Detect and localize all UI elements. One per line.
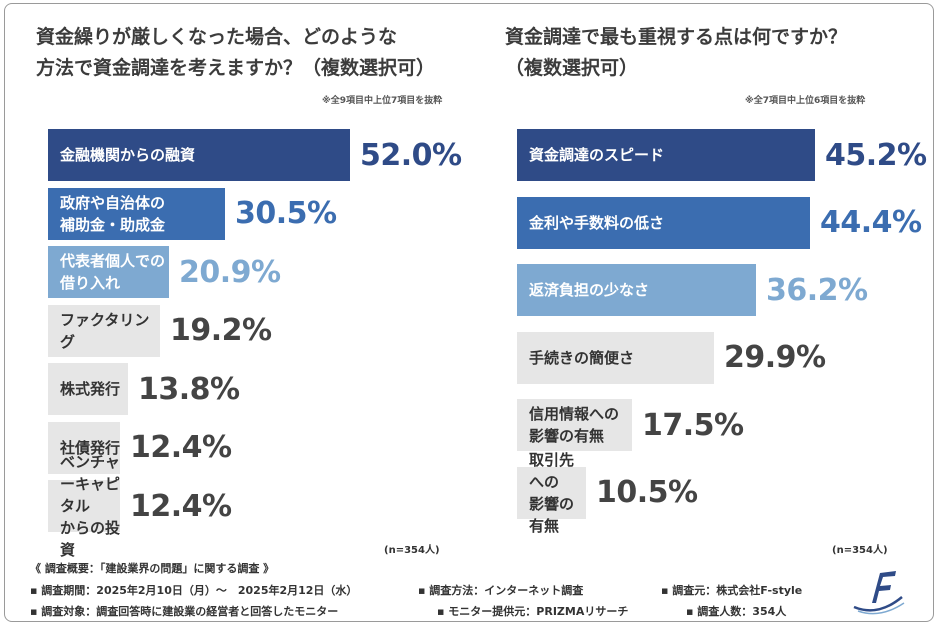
bar: 資金調達のスピード (517, 129, 815, 181)
bar: 社債発行 (48, 421, 121, 474)
bar-category-label: 信用情報への 影響の有無 (529, 405, 620, 445)
bar: 金融機関からの融資 (48, 129, 350, 181)
survey-period: ▪ 調査期間：2025年2月10日（月）〜 2025年2月12日（水） (30, 584, 358, 597)
bar-row: 社債発行 12.4% (48, 421, 490, 474)
bar-value-label: 12.4% (130, 488, 232, 524)
bar-row: ファクタリング 19.2% (48, 304, 490, 357)
bar-row: 資金調達のスピード 45.2% (517, 129, 940, 181)
bar-value-label: 45.2% (825, 137, 927, 173)
right-sample-size: (n=354人) (832, 545, 888, 556)
bar-value-label: 12.4% (130, 430, 232, 465)
f-style-logo-icon (853, 571, 905, 615)
bar-row: ベンチャーキャピタル からの投資 12.4% (48, 453, 490, 559)
left-sample-size: (n=354人) (384, 545, 440, 556)
left-chart-note: ※全9項目中上位7項目を抜粋 (322, 96, 443, 106)
bar-value-label: 52.0% (360, 137, 462, 173)
survey-target: ▪ 調査対象：調査回答時に建設業の経営者と回答したモニター (30, 605, 339, 618)
bar-category-label: ベンチャーキャピタル からの投資 (60, 453, 121, 559)
bar: 取引先への 影響の有無 (517, 451, 586, 535)
bar-value-label: 20.9% (179, 254, 281, 290)
bar-value-label: 29.9% (724, 340, 826, 375)
bar-value-label: 44.4% (820, 205, 922, 240)
survey-count: ▪ 調査人数：354人 (686, 605, 787, 618)
bar-value-label: 13.8% (138, 371, 240, 407)
bar: ファクタリング (48, 304, 160, 357)
survey-overview: 《 調査概要：「建設業界の問題」に関する調査 》 (30, 562, 275, 575)
right-chart-note: ※全7項目中上位6項目を抜粋 (745, 96, 866, 106)
survey-source: ▪ 調査元：株式会社F-style (661, 584, 803, 597)
bar-row: 株式発行 13.8% (48, 363, 490, 415)
bar-category-label: 金融機関からの融資 (60, 146, 196, 164)
bar-category-label: ファクタリング (60, 310, 150, 351)
bar-category-label: 代表者個人での 借り入れ (60, 252, 166, 292)
bar-category-label: 社債発行 (60, 438, 121, 457)
bar-category-label: 金利や手数料の低さ (529, 213, 665, 232)
chart-frame (4, 3, 934, 622)
bar: 信用情報への 影響の有無 (517, 399, 632, 451)
bar-category-label: 取引先への 影響の有無 (529, 450, 575, 535)
bar-row: 信用情報への 影響の有無 17.5% (517, 399, 940, 451)
bar-value-label: 19.2% (170, 313, 272, 348)
bar-category-label: 返済負担の少なさ (529, 281, 650, 299)
bar-category-label: 手続きの簡便さ (529, 348, 635, 367)
bar: ベンチャーキャピタル からの投資 (48, 453, 120, 559)
bar-row: 政府や自治体の 補助金・助成金 30.5% (48, 187, 490, 240)
bar-value-label: 10.5% (596, 475, 698, 510)
survey-provider: ▪ モニター提供元：PRIZMAリサーチ (437, 605, 629, 618)
bar-row: 手続きの簡便さ 29.9% (517, 331, 940, 384)
bar: 金利や手数料の低さ (517, 196, 810, 249)
bar-value-label: 36.2% (766, 272, 868, 308)
bar-row: 金利や手数料の低さ 44.4% (517, 196, 940, 249)
bar: 返済負担の少なさ (517, 264, 756, 316)
right-chart-title: 資金調達で最も重視する点は何ですか？ （複数選択可） (505, 26, 848, 79)
bar-value-label: 30.5% (235, 196, 337, 231)
bar-row: 金融機関からの融資 52.0% (48, 129, 490, 181)
survey-method: ▪ 調査方法：インターネット調査 (418, 584, 584, 597)
bar-category-label: 政府や自治体の 補助金・助成金 (60, 193, 166, 234)
bar: 手続きの簡便さ (517, 331, 714, 384)
bar-value-label: 17.5% (642, 407, 744, 443)
bar: 政府や自治体の 補助金・助成金 (48, 187, 225, 240)
bar-category-label: 株式発行 (60, 380, 121, 398)
bar-row: 返済負担の少なさ 36.2% (517, 264, 940, 316)
bar-row: 代表者個人での 借り入れ 20.9% (48, 246, 490, 298)
bar: 株式発行 (48, 363, 128, 415)
left-chart-title: 資金繰りが厳しくなった場合、どのような 方法で資金調達を考えますか？（複数選択可… (36, 26, 436, 79)
bar-category-label: 資金調達のスピード (529, 146, 665, 164)
bar: 代表者個人での 借り入れ (48, 246, 169, 298)
bar-row: 取引先への 影響の有無 10.5% (517, 451, 940, 535)
